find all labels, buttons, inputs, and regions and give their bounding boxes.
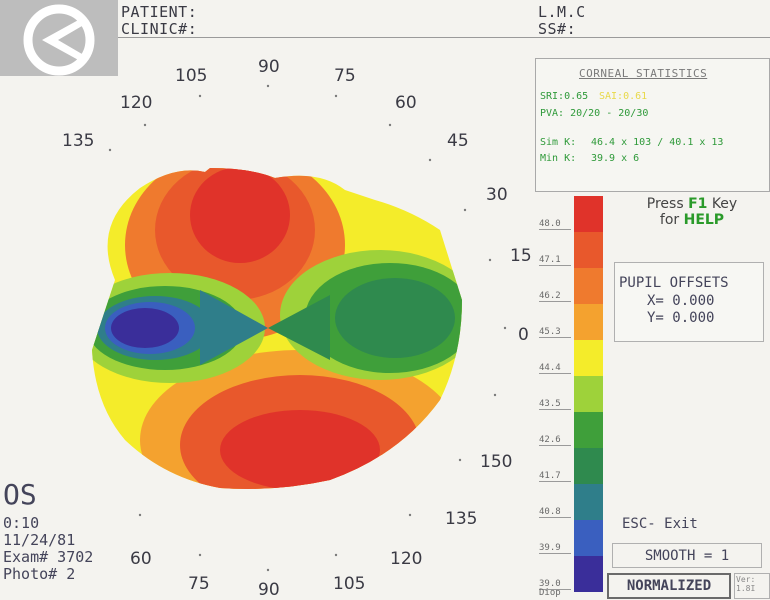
mink-label: Min K: <box>540 153 577 164</box>
diopter-color-scale: 48.0 47.1 46.2 45.3 44.4 43.5 42.6 41.7 … <box>537 196 607 599</box>
sri-value: SRI:0.65 <box>540 91 589 102</box>
scale-label: 42.6 <box>539 435 571 446</box>
exam-date: 11/24/81 <box>3 531 76 549</box>
pupil-offsets-panel: PUPIL OFFSETS X= 0.000 Y= 0.000 <box>614 262 764 342</box>
scale-swatch <box>574 412 603 448</box>
axis-label-90-top: 90 <box>258 57 280 77</box>
scale-swatch <box>574 232 603 268</box>
scale-label: 45.3 <box>539 327 571 338</box>
scale-swatch <box>574 196 603 232</box>
scale-label: 39.0 <box>539 579 571 590</box>
corneal-statistics-panel: CORNEAL STATISTICS SRI:0.65 SAI:0.61 PVA… <box>535 58 770 192</box>
axis-label-120-bottom: 120 <box>390 549 423 569</box>
axis-label-30: 30 <box>486 185 508 205</box>
axis-label-90-bottom: 90 <box>258 580 280 600</box>
scale-swatch <box>574 448 603 484</box>
header-divider <box>118 37 770 38</box>
scale-swatch <box>574 556 603 592</box>
sai-value: SAI:0.61 <box>599 91 648 102</box>
scale-label: 47.1 <box>539 255 571 266</box>
scale-label: 43.5 <box>539 399 571 410</box>
axis-label-75-top: 75 <box>334 66 356 86</box>
patient-label: PATIENT: <box>121 3 198 21</box>
pupil-offsets-title: PUPIL OFFSETS <box>619 275 729 291</box>
exam-time: 0:10 <box>3 514 40 532</box>
axis-label-0: 0 <box>518 325 529 345</box>
axis-label-45: 45 <box>447 131 469 151</box>
help-line2-pre: for <box>659 212 684 228</box>
simk-label: Sim K: <box>540 137 577 148</box>
corneal-statistics-title: CORNEAL STATISTICS <box>579 67 708 80</box>
axis-label-105-bottom: 105 <box>333 574 366 594</box>
pupil-offset-y: Y= 0.000 <box>647 310 715 326</box>
scale-label: 39.9 <box>539 543 571 554</box>
scale-swatch <box>574 376 603 412</box>
app-logo <box>0 0 118 76</box>
eye-indicator: OS <box>3 478 37 511</box>
scale-label: 46.2 <box>539 291 571 302</box>
axis-label-150: 150 <box>480 452 513 472</box>
normalized-button[interactable]: NORMALIZED <box>607 573 731 599</box>
scale-label: 44.4 <box>539 363 571 374</box>
ss-label: SS#: <box>538 20 577 38</box>
help-line1-pre: Press <box>646 196 689 212</box>
scale-swatch <box>574 520 603 556</box>
axis-label-135-top: 135 <box>62 131 95 151</box>
esc-exit-button[interactable]: ESC- Exit <box>622 516 698 532</box>
exam-number: Exam# 3702 <box>3 548 94 566</box>
help-hint: Press F1 Key for HELP <box>614 196 770 228</box>
scale-unit: Diop <box>539 588 561 598</box>
patient-name: L.M.C <box>538 3 586 21</box>
scale-swatch <box>574 340 603 376</box>
help-line1-post: Key <box>707 196 738 212</box>
smooth-setting-button[interactable]: SMOOTH = 1 <box>612 543 762 568</box>
axis-label-15: 15 <box>510 246 532 266</box>
axis-label-105-top: 105 <box>175 66 208 86</box>
scale-swatch <box>574 304 603 340</box>
scale-swatch <box>574 268 603 304</box>
scale-label: 48.0 <box>539 219 571 230</box>
simk-value: 46.4 x 103 / 40.1 x 13 <box>591 137 724 148</box>
mink-value: 39.9 x 6 <box>591 153 640 164</box>
pva-value: PVA: 20/20 - 20/30 <box>540 108 649 119</box>
clinic-label: CLINIC#: <box>121 20 198 38</box>
topography-map <box>92 84 507 572</box>
version-label: Ver: 1.8I <box>734 573 770 599</box>
axis-label-120-top: 120 <box>120 93 153 113</box>
axis-label-60-bottom: 60 <box>130 549 152 569</box>
scale-label: 40.8 <box>539 507 571 518</box>
help-link[interactable]: HELP <box>683 212 725 228</box>
photo-number: Photo# 2 <box>3 565 76 583</box>
axis-label-75-bottom: 75 <box>188 574 210 594</box>
scale-label: 41.7 <box>539 471 571 482</box>
axis-label-135-bottom: 135 <box>445 509 478 529</box>
axis-label-60-top: 60 <box>395 93 417 113</box>
pupil-offset-x: X= 0.000 <box>647 293 715 309</box>
scale-swatch <box>574 484 603 520</box>
f1-key[interactable]: F1 <box>688 196 708 212</box>
